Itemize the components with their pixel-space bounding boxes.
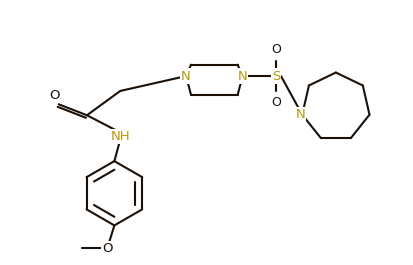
Text: S: S [272, 69, 280, 83]
Text: O: O [102, 242, 113, 255]
Text: NH: NH [110, 130, 130, 143]
Text: O: O [50, 89, 60, 102]
Text: N: N [181, 69, 191, 83]
Text: O: O [271, 43, 281, 56]
Text: N: N [238, 69, 247, 83]
Text: N: N [295, 108, 305, 121]
Text: O: O [271, 96, 281, 109]
